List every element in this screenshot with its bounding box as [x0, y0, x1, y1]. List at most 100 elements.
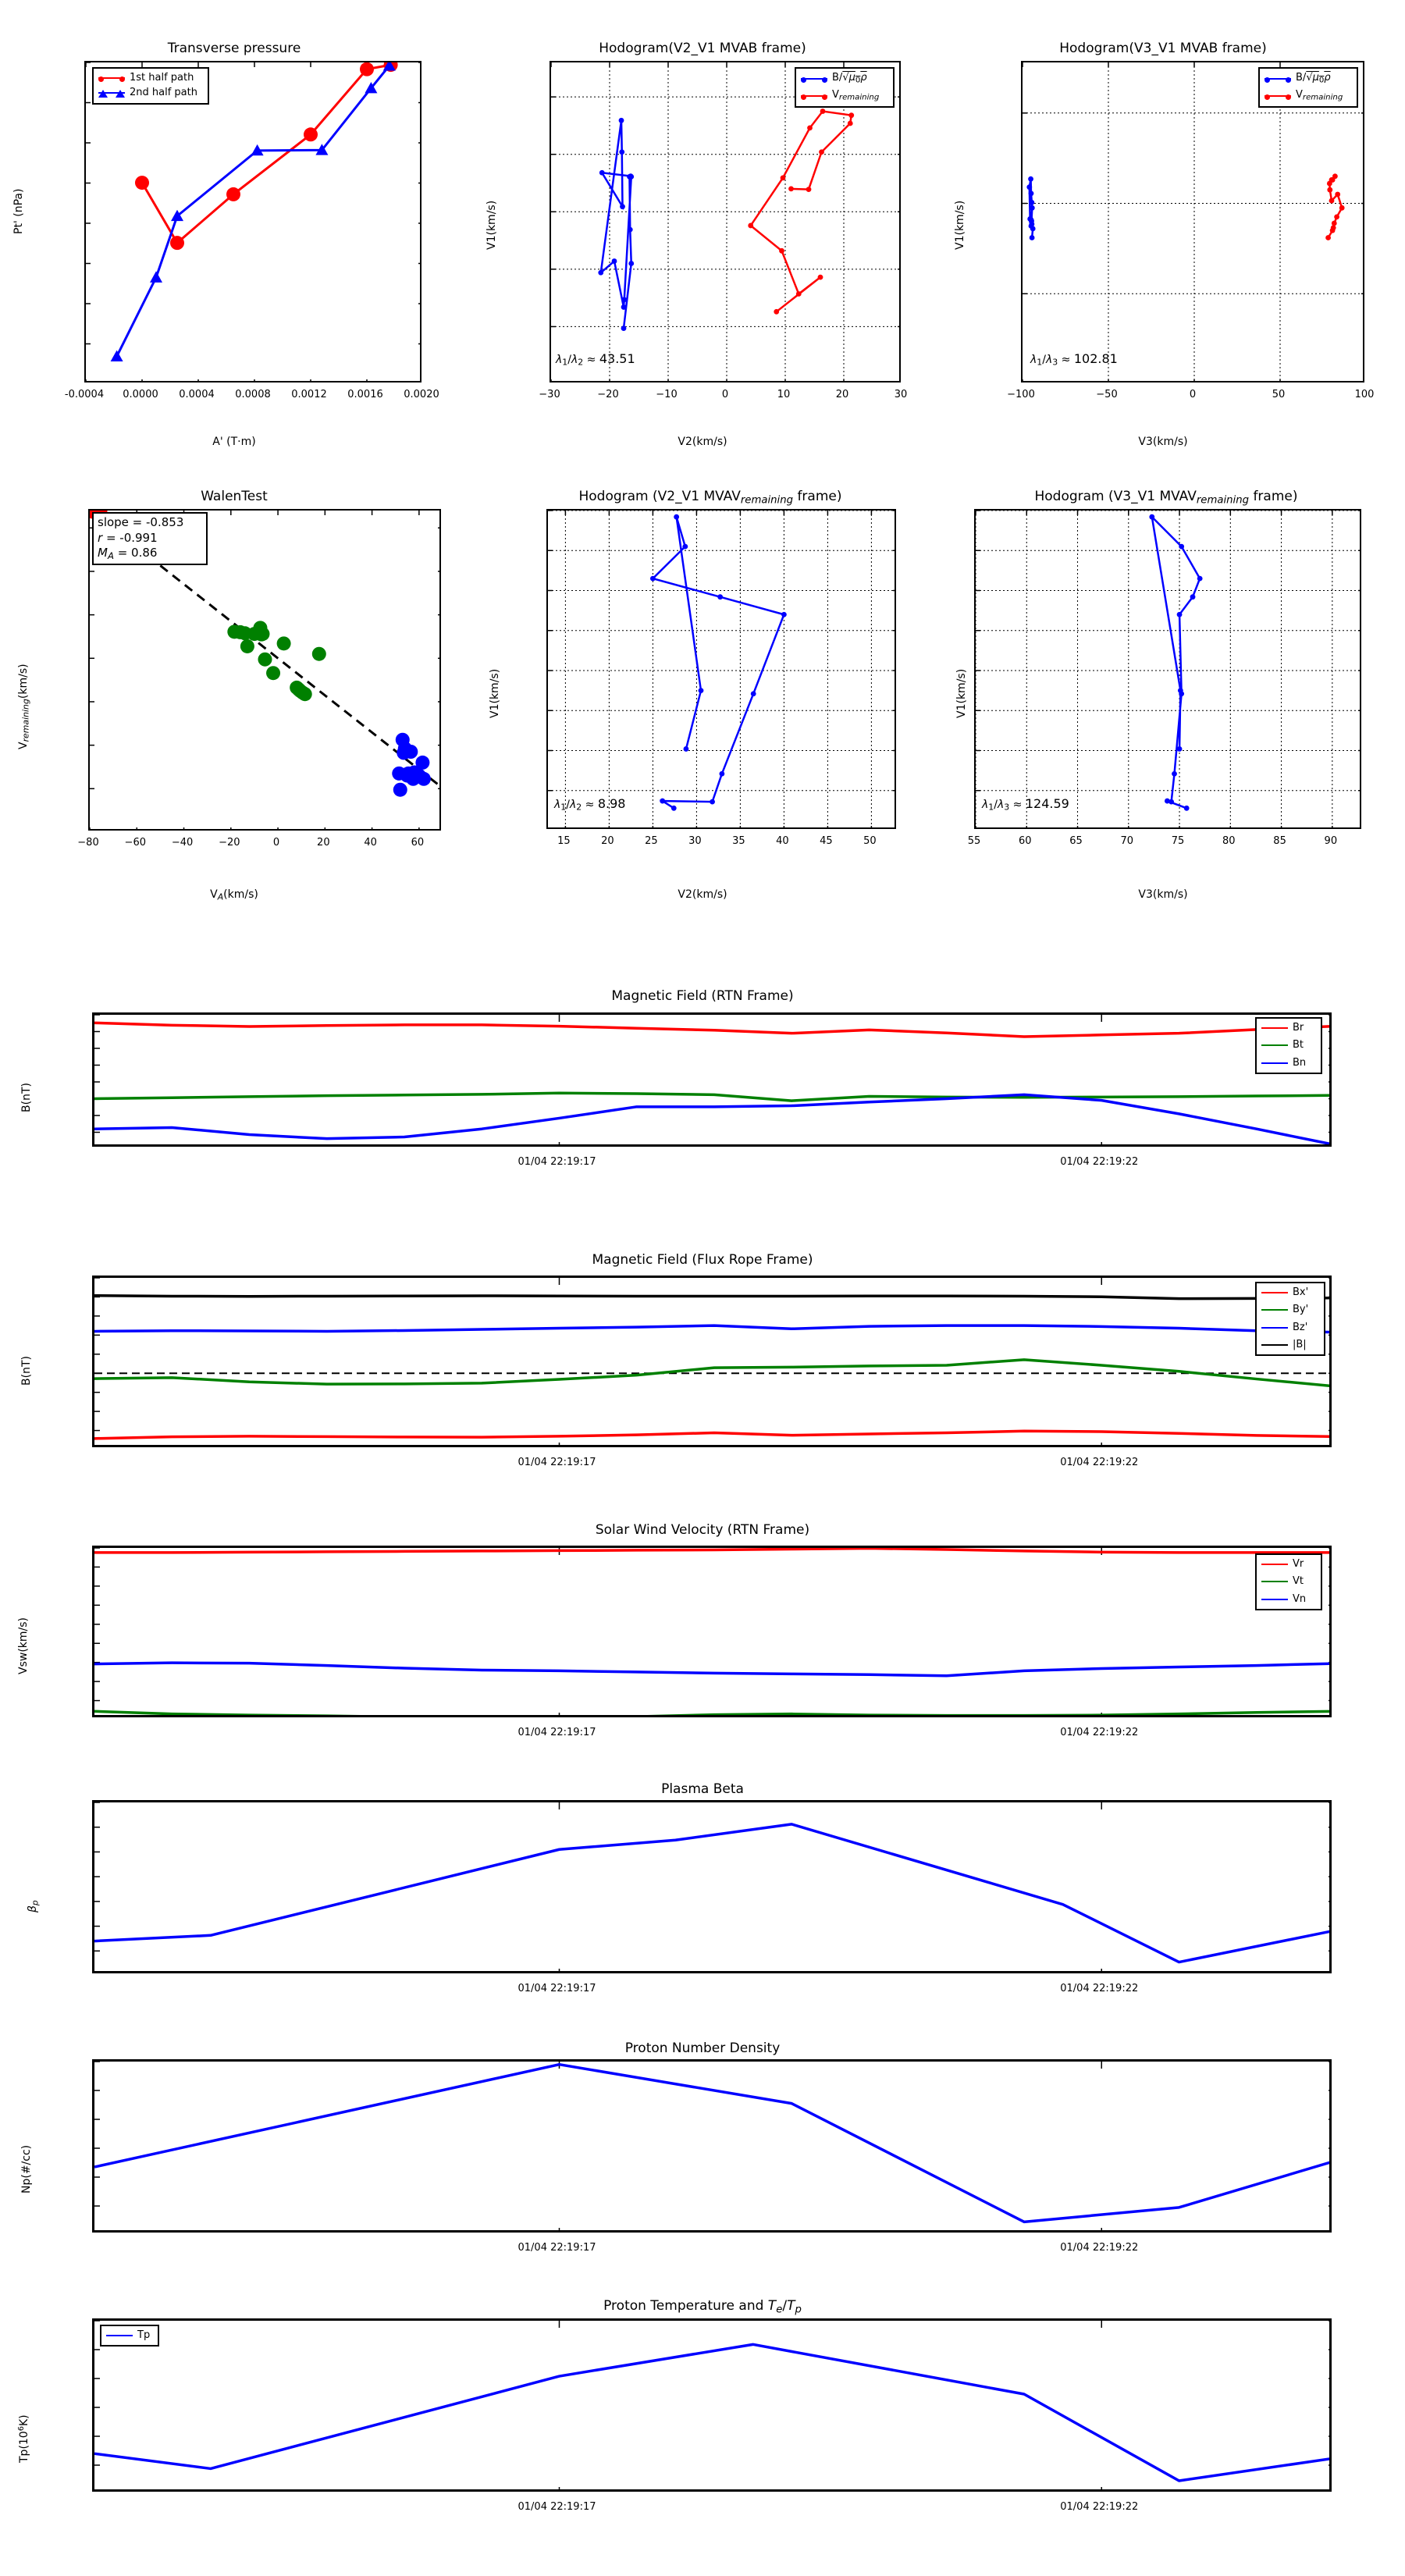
legend-item-alfven: B/√μ0ρ: [1264, 72, 1352, 86]
dot-marker-line-icon: [801, 76, 827, 83]
legend-item-br: Br: [1261, 1022, 1316, 1034]
x-axis-label: V3(km/s): [1138, 436, 1188, 448]
walen-r: r = -0.991: [98, 530, 158, 545]
legend-item-vt: Vt: [1261, 1575, 1316, 1588]
line-icon: [1261, 1598, 1288, 1600]
panel-hodogram-v3v1-mvab: Hodogram(V3_V1 MVAB frame) V1(km/s) V3(k…: [937, 0, 1405, 461]
x-tick-label: 0: [272, 837, 280, 849]
x-tick-label: −20: [597, 389, 619, 400]
x-tick-label: −100: [1007, 389, 1035, 400]
y-axis-label: Np(#/cc): [20, 2144, 33, 2194]
x-tick-label: −40: [171, 837, 194, 849]
timestamp-label: 01/04 22:19:22: [1060, 1457, 1139, 1468]
timestamp-label: 01/04 22:19:17: [518, 1983, 596, 1994]
panel-solar-wind-velocity: Solar Wind Velocity (RTN Frame) Vsw(km/s…: [0, 1499, 1405, 1756]
legend-item-bx: Bx': [1261, 1286, 1319, 1299]
circle-marker-line-icon: [98, 76, 125, 82]
line-icon: [1261, 1309, 1288, 1311]
x-tick-label: 55: [967, 835, 981, 847]
x-tick-label: 0: [721, 389, 729, 400]
eigenvalue-ratio-annotation: λ1/λ3 ≈ 124.59: [982, 796, 1069, 813]
legend-item-vn: Vn: [1261, 1593, 1316, 1606]
x-tick-label: −60: [124, 837, 146, 849]
x-axis-label: V2(km/s): [678, 888, 727, 901]
plot-area: [84, 61, 422, 382]
plot-area: [550, 61, 901, 382]
legend-label: |B|: [1293, 1338, 1307, 1350]
panel-title: Proton Number Density: [624, 2041, 781, 2056]
legend-item-vr: Vr: [1261, 1558, 1316, 1571]
legend-item-tp: Tp: [106, 2329, 153, 2342]
legend-item-vremaining: Vremaining: [1264, 89, 1352, 103]
x-tick-label: 30: [894, 389, 908, 400]
x-tick-label: 20: [317, 837, 330, 849]
legend-label: Vt: [1293, 1575, 1304, 1588]
x-tick-label: 0.0008: [235, 389, 271, 400]
x-tick-label: 70: [1120, 835, 1134, 847]
panel-hodogram-v3v1-mvav: Hodogram (V3_V1 MVAVremaining frame) V1(…: [937, 461, 1405, 921]
legend: B/√μ0ρ Vremaining: [1258, 67, 1358, 109]
x-tick-label: 15: [557, 835, 571, 847]
walen-ma: MA = 0.86: [98, 546, 158, 561]
legend-item-bt: Bt: [1261, 1039, 1316, 1051]
legend-label: Vn: [1293, 1592, 1307, 1605]
panel-plasma-beta: Plasma Beta βp 01/04 22:19:17 01/04 22:19…: [0, 1764, 1405, 2022]
legend-label: Bn: [1293, 1056, 1307, 1069]
legend-item-1st-half: 1st half path: [98, 72, 203, 84]
timestamp-label: 01/04 22:19:17: [518, 2501, 596, 2513]
x-tick-label: 50: [1272, 389, 1286, 400]
legend-label: Bx': [1293, 1286, 1309, 1298]
legend-label: Bt: [1293, 1039, 1304, 1051]
x-tick-label: 0.0020: [404, 389, 439, 400]
x-tick-label: 0.0012: [291, 389, 327, 400]
legend-label: 2nd half path: [130, 87, 197, 99]
eigenvalue-ratio-annotation: λ1/λ2 ≈ 43.51: [556, 351, 635, 368]
panel-walen-test: WalenTest Vremaining(km/s) VA(km/s) slop…: [0, 461, 468, 921]
panel-magnetic-field-rtn: Magnetic Field (RTN Frame) B(nT) Br Bt B…: [0, 968, 1405, 1202]
line-icon: [1261, 1326, 1288, 1329]
x-tick-label: 85: [1273, 835, 1286, 847]
y-axis-label: V1(km/s): [489, 668, 501, 718]
x-tick-label: 40: [776, 835, 789, 847]
x-tick-label: −50: [1096, 389, 1118, 400]
plot-area: [92, 1276, 1332, 1447]
timestamp-label: 01/04 22:19:22: [1060, 1156, 1139, 1168]
line-icon: [1261, 1343, 1288, 1346]
legend-label: B/√μ0ρ: [832, 72, 867, 85]
legend-label: Vr: [1293, 1558, 1304, 1570]
x-tick-label: 45: [820, 835, 833, 847]
legend-label: By': [1293, 1304, 1309, 1316]
panel-title: Magnetic Field (RTN Frame): [611, 988, 794, 1004]
plot-area: [92, 1800, 1332, 1973]
panel-title: Hodogram(V2_V1 MVAB frame): [599, 41, 806, 56]
legend-item-bz: Bz': [1261, 1322, 1319, 1334]
panel-title: Hodogram(V3_V1 MVAB frame): [1059, 41, 1267, 56]
y-axis-label: βp: [27, 1900, 41, 1912]
legend-label: B/√μ0ρ: [1296, 72, 1331, 85]
x-tick-label: 30: [688, 835, 702, 847]
legend: 1st half path 2nd half path: [92, 67, 209, 105]
panel-title: Solar Wind Velocity (RTN Frame): [595, 1522, 810, 1538]
panel-title: Magnetic Field (Flux Rope Frame): [592, 1252, 813, 1268]
x-tick-label: -0.0004: [64, 389, 105, 400]
plot-area: [92, 1012, 1332, 1147]
legend: B/√μ0ρ Vremaining: [795, 67, 895, 109]
panel-title: Hodogram (V2_V1 MVAVremaining frame): [578, 489, 842, 507]
walen-stats-box: slope = -0.853 r = -0.991 MA = 0.86: [92, 512, 208, 566]
plot-area: [92, 1546, 1332, 1717]
x-tick-label: 75: [1171, 835, 1185, 847]
legend-item-2nd-half: 2nd half path: [98, 87, 203, 99]
x-axis-label: A' (T·m): [212, 436, 256, 448]
y-axis-label: B(nT): [20, 1356, 33, 1386]
x-tick-label: 50: [863, 835, 877, 847]
x-tick-label: 25: [645, 835, 658, 847]
panel-title: WalenTest: [201, 489, 268, 504]
x-tick-label: 65: [1069, 835, 1083, 847]
line-icon: [1261, 1581, 1288, 1583]
legend-item-bmag: |B|: [1261, 1339, 1319, 1351]
y-axis-label: V1(km/s): [955, 668, 968, 718]
y-axis-label: B(nT): [20, 1083, 33, 1112]
plot-area: [546, 509, 896, 829]
x-tick-label: 80: [1222, 835, 1236, 847]
legend-label: Vremaining: [832, 89, 880, 102]
